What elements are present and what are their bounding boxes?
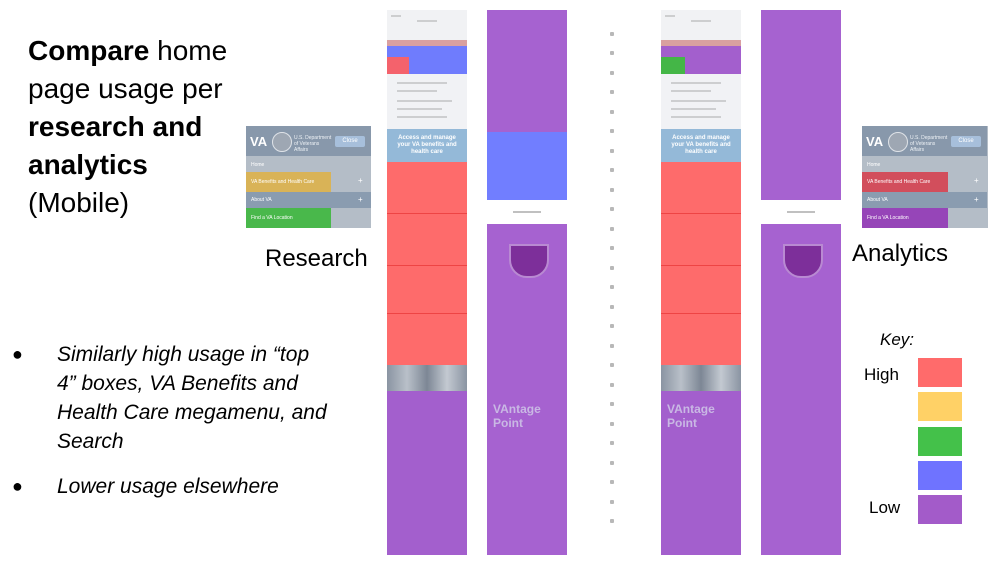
menu-header: VA U.S. Department of Veterans Affairs C… bbox=[862, 126, 987, 156]
key-high-label: High bbox=[864, 365, 899, 384]
close-button: Close bbox=[951, 136, 981, 147]
shield-icon bbox=[783, 244, 823, 278]
close-button: Close bbox=[335, 136, 365, 147]
menu-item-home: Home bbox=[867, 162, 881, 168]
key-swatch-1 bbox=[918, 358, 962, 387]
key-swatch-5 bbox=[918, 495, 962, 524]
menu-item-benefits: VA Benefits and Health Care bbox=[862, 172, 948, 192]
news-label: VAntage Point bbox=[493, 402, 541, 430]
key-swatch-4 bbox=[918, 461, 962, 490]
analytics-label: Analytics bbox=[852, 240, 949, 267]
va-seal-icon bbox=[272, 132, 292, 152]
key-swatch-3 bbox=[918, 427, 962, 456]
key-swatch-2 bbox=[918, 392, 962, 421]
banner: Access and manage your VA benefits and h… bbox=[661, 129, 741, 162]
key-low-label: Low bbox=[869, 498, 901, 517]
finding-item: ● Lower usage elsewhere bbox=[12, 472, 332, 501]
top4-heat-region bbox=[387, 162, 467, 365]
analytics-menu-heatmap: VA U.S. Department of Veterans Affairs C… bbox=[862, 126, 988, 228]
findings-list: ● Similarly high usage in “top 4” boxes, … bbox=[12, 340, 332, 517]
menu-header: VA U.S. Department of Veterans Affairs C… bbox=[246, 126, 371, 156]
menu-item-benefits: VA Benefits and Health Care bbox=[246, 172, 331, 192]
bullet-dot-icon: ● bbox=[12, 476, 23, 496]
slide-title: Compare home page usage per research and… bbox=[28, 32, 268, 222]
title-bold-research-analytics: research and analytics bbox=[28, 111, 203, 180]
research-phone-top: Access and manage your VA benefits and h… bbox=[387, 10, 467, 555]
title-text-1: home page usage per bbox=[28, 35, 228, 104]
plus-icon: + bbox=[974, 195, 979, 204]
menu-item-location: Find a VA Location bbox=[862, 208, 948, 228]
analytics-phone-top: Access and manage your VA benefits and h… bbox=[661, 10, 741, 555]
plus-icon: + bbox=[358, 176, 363, 185]
department-name: U.S. Department of Veterans Affairs bbox=[910, 135, 948, 153]
analytics-phone-bottom bbox=[761, 10, 841, 555]
key-title: Key: bbox=[880, 330, 915, 349]
news-label: VAntage Point bbox=[667, 402, 715, 430]
logo-heat-region bbox=[661, 57, 685, 75]
research-menu-heatmap: VA U.S. Department of Veterans Affairs C… bbox=[246, 126, 371, 228]
finding-text: Lower usage elsewhere bbox=[57, 475, 279, 498]
logo-heat-region bbox=[387, 57, 409, 75]
title-text-mobile: (Mobile) bbox=[28, 187, 130, 218]
research-phone-bottom: VAntage Point bbox=[487, 10, 567, 555]
top4-heat-region bbox=[661, 162, 741, 365]
va-logo: VA bbox=[250, 134, 268, 149]
photo-strip bbox=[661, 365, 741, 391]
banner: Access and manage your VA benefits and h… bbox=[387, 129, 467, 162]
shield-icon bbox=[509, 244, 549, 278]
photo-strip bbox=[387, 365, 467, 391]
finding-text: Similarly high usage in “top 4” boxes, V… bbox=[57, 343, 327, 453]
menu-item-location: Find a VA Location bbox=[246, 208, 331, 228]
lower-heat-region bbox=[387, 391, 467, 555]
menu-item-about: About VA bbox=[246, 192, 371, 208]
title-bold-compare: Compare bbox=[28, 35, 150, 66]
lower-heat-region bbox=[661, 391, 741, 555]
menu-item-home: Home bbox=[251, 162, 265, 168]
research-label: Research bbox=[265, 245, 368, 272]
menu-item-about: About VA bbox=[862, 192, 987, 208]
plus-icon: + bbox=[974, 176, 979, 185]
va-logo: VA bbox=[866, 134, 884, 149]
department-name: U.S. Department of Veterans Affairs bbox=[294, 135, 332, 153]
finding-item: ● Similarly high usage in “top 4” boxes, … bbox=[12, 340, 332, 456]
bullet-dot-icon: ● bbox=[12, 344, 23, 364]
va-seal-icon bbox=[888, 132, 908, 152]
plus-icon: + bbox=[358, 195, 363, 204]
